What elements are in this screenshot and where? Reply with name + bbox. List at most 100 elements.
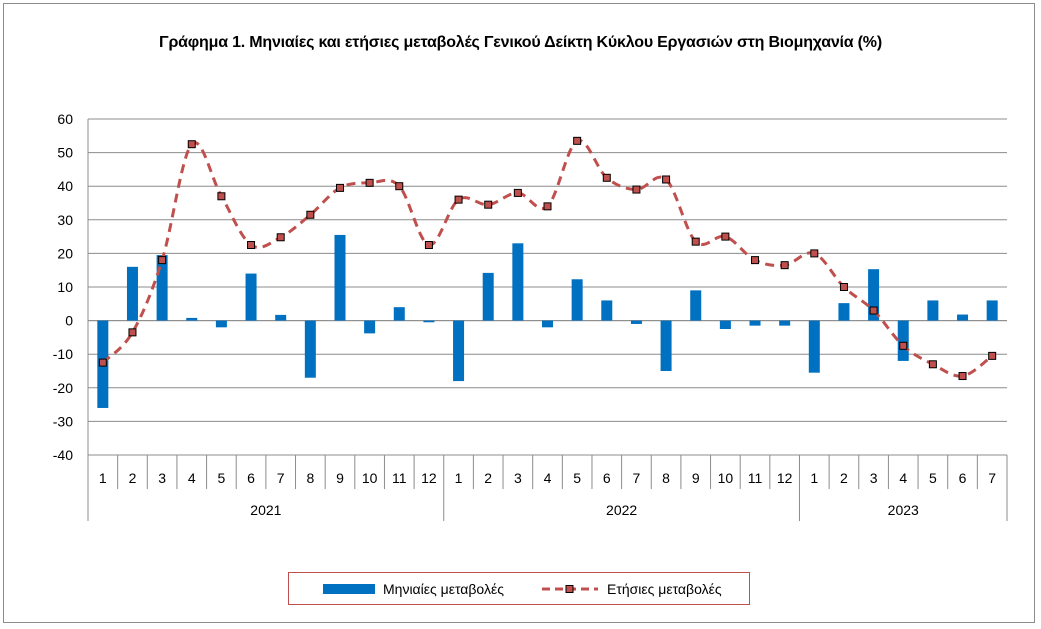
x-tick-label: 5 — [573, 470, 581, 486]
x-tick-label: 12 — [421, 470, 437, 486]
bar — [927, 300, 939, 321]
x-tick-label: 7 — [988, 470, 996, 486]
bar — [630, 320, 642, 324]
line-marker — [869, 306, 878, 315]
x-tick-label: 11 — [392, 470, 407, 486]
bar — [423, 320, 435, 323]
line-marker — [158, 256, 167, 265]
bar — [304, 320, 316, 378]
bar — [690, 290, 702, 321]
bar — [215, 320, 227, 328]
x-axis: 1 2 3 4 5 6 7 8 9 10 11 12 1 2 3 4 5 6 7 8 9 10 11 12 1 2 3 4 5 6 7202… — [87, 454, 1008, 521]
line-marker — [247, 241, 256, 249]
legend-item-annual: Ετήσιες μεταβολές — [541, 573, 722, 604]
line-marker — [424, 241, 433, 249]
line-marker — [513, 188, 522, 197]
bar — [719, 320, 731, 329]
x-tick-label: 2 — [129, 470, 137, 486]
bar-series — [97, 234, 998, 408]
line-marker — [276, 233, 285, 242]
chart-title: Γράφημα 1. Μηνιαίες και ετήσιες μεταβολέ… — [159, 34, 882, 51]
x-tick-label: 6 — [959, 470, 967, 486]
x-tick-label: 3 — [158, 470, 166, 486]
line-marker — [721, 232, 730, 241]
line-marker — [365, 178, 374, 187]
x-tick-label: 8 — [306, 470, 314, 486]
x-tick-label: 3 — [514, 470, 522, 486]
x-tick-label: 9 — [336, 470, 344, 486]
bar — [364, 320, 376, 334]
bar — [393, 307, 405, 321]
x-tick-label: 5 — [929, 470, 937, 486]
line-marker — [691, 237, 700, 246]
line-marker — [602, 173, 611, 182]
x-tick-label: 7 — [277, 470, 285, 486]
bar — [126, 266, 138, 321]
legend-label-monthly: Μηνιαίες μεταβολές — [383, 580, 504, 597]
bar — [512, 243, 524, 321]
group-label: 2023 — [888, 502, 919, 518]
y-tick-label: -20 — [53, 380, 73, 396]
line-marker — [751, 256, 760, 265]
bar — [601, 300, 613, 321]
line-marker — [810, 249, 819, 258]
line-series — [98, 136, 997, 381]
x-tick-label: 12 — [777, 470, 793, 486]
x-tick-label: 2 — [840, 470, 848, 486]
legend-label-annual: Ετήσιες μεταβολές — [607, 580, 722, 597]
line-marker — [662, 175, 671, 184]
y-tick-label: -30 — [53, 413, 73, 429]
x-tick-label: 1 — [99, 470, 107, 486]
y-axis-ticks: 60 50 40 30 20 10 0 -10 -20 -30 -40 — [53, 111, 73, 463]
line-marker — [395, 182, 404, 191]
annual-line — [101, 139, 994, 378]
x-tick-label: 10 — [362, 470, 378, 486]
bar — [275, 314, 287, 321]
x-tick-label: 11 — [748, 470, 763, 486]
line-marker — [484, 200, 493, 209]
y-tick-label: 30 — [57, 212, 73, 228]
y-tick-label: -40 — [53, 447, 73, 463]
x-tick-label: 8 — [662, 470, 670, 486]
x-tick-label: 7 — [633, 470, 641, 486]
bar — [957, 314, 969, 321]
line-marker — [128, 328, 137, 337]
y-tick-label: 10 — [57, 279, 73, 295]
bar — [156, 255, 168, 321]
bar — [482, 272, 494, 321]
legend-line-swatch — [542, 584, 598, 593]
x-tick-label: 1 — [810, 470, 818, 486]
bar — [186, 317, 198, 321]
x-tick-label: 10 — [718, 470, 734, 486]
line-marker — [780, 261, 789, 270]
y-tick-label: 20 — [57, 245, 73, 261]
line-marker — [988, 351, 997, 360]
bar — [897, 320, 909, 361]
y-tick-label: -10 — [53, 346, 73, 362]
legend: Μηνιαίες μεταβολές Ετήσιες μεταβολές — [288, 572, 750, 605]
y-tick-label: 50 — [57, 145, 73, 161]
x-tick-label: 3 — [870, 470, 878, 486]
line-marker — [187, 140, 196, 149]
group-label: 2022 — [606, 502, 637, 518]
line-marker — [543, 202, 552, 211]
legend-bar-swatch — [323, 583, 375, 594]
bar — [749, 320, 761, 326]
x-tick-label: 6 — [247, 470, 255, 486]
bar — [334, 234, 346, 321]
line-marker — [928, 360, 937, 369]
bar — [571, 279, 583, 321]
bar — [779, 320, 791, 326]
y-tick-label: 40 — [57, 178, 73, 194]
x-tick-label: 5 — [218, 470, 226, 486]
x-tick-label: 2 — [484, 470, 492, 486]
line-marker — [217, 192, 226, 201]
y-tick-label: 0 — [65, 313, 73, 329]
x-tick-label: 4 — [188, 470, 196, 486]
bar — [542, 320, 553, 328]
bar — [838, 303, 850, 321]
legend-item-monthly: Μηνιαίες μεταβολές — [323, 573, 504, 604]
line-marker — [899, 341, 908, 350]
bar — [453, 320, 465, 382]
